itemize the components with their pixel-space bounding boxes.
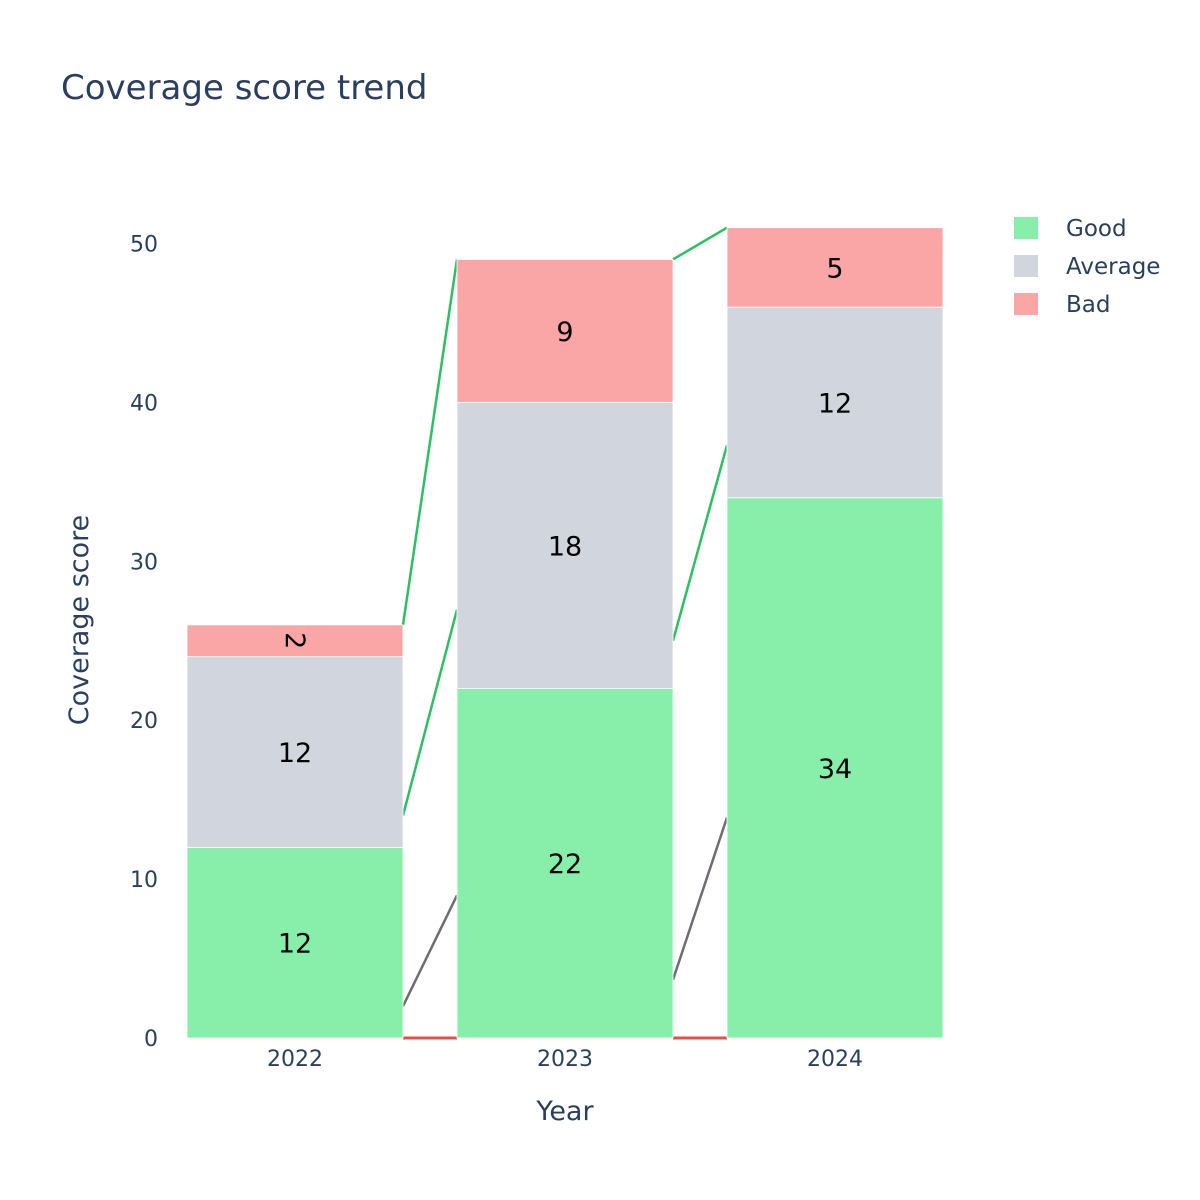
bar-bad-2024 (726, 227, 944, 308)
legend-label-bad: Bad (1066, 292, 1110, 318)
x-tick-label: 2022 (267, 1047, 323, 1072)
bar-good-2023 (456, 688, 674, 1039)
data-label: 12 (278, 929, 312, 960)
x-tick-label: 2023 (537, 1047, 593, 1072)
bar-bad-2022 (186, 624, 404, 658)
bar-average-2022 (186, 656, 404, 848)
data-label: 34 (818, 754, 852, 785)
y-tick-label: 40 (130, 391, 158, 416)
legend-label-average: Average (1066, 254, 1160, 280)
x-axis: 2022 2023 2024 (267, 1047, 863, 1072)
x-tick-label: 2024 (807, 1047, 863, 1072)
lower-connector (401, 894, 459, 1007)
data-label: 5 (826, 253, 843, 284)
total-connector (401, 259, 459, 626)
data-label: 9 (556, 317, 573, 348)
chart-title: Coverage score trend (61, 68, 427, 108)
data-label: 22 (548, 849, 582, 880)
legend-swatch-bad (1014, 293, 1038, 315)
y-axis-title: Coverage score (64, 515, 95, 726)
data-label: 12 (278, 738, 312, 769)
legend-swatch-average (1014, 255, 1038, 277)
y-tick-label: 50 (130, 233, 158, 258)
bar-average-2023 (456, 402, 674, 689)
y-tick-label: 0 (144, 1027, 158, 1052)
bar-good-2022 (186, 846, 404, 1039)
bar-average-2024 (726, 306, 944, 499)
bar-good-2024 (726, 497, 944, 1039)
y-axis: 0 10 20 30 40 50 (130, 233, 158, 1052)
legend: Good Average Bad (1014, 216, 1160, 318)
middle-connector (401, 609, 459, 816)
bar-bad-2023 (456, 259, 674, 403)
y-tick-label: 20 (130, 709, 158, 734)
legend-label-good: Good (1066, 216, 1127, 242)
y-tick-label: 30 (130, 550, 158, 575)
x-axis-title: Year (535, 1096, 594, 1127)
y-tick-label: 10 (130, 868, 158, 893)
lower-connector (671, 817, 729, 981)
legend-swatch-good (1014, 217, 1038, 239)
total-connector (672, 226, 728, 261)
middle-connector (671, 444, 729, 642)
data-label: 18 (548, 531, 582, 562)
data-label: 12 (818, 388, 852, 419)
data-label: 2 (279, 632, 310, 649)
